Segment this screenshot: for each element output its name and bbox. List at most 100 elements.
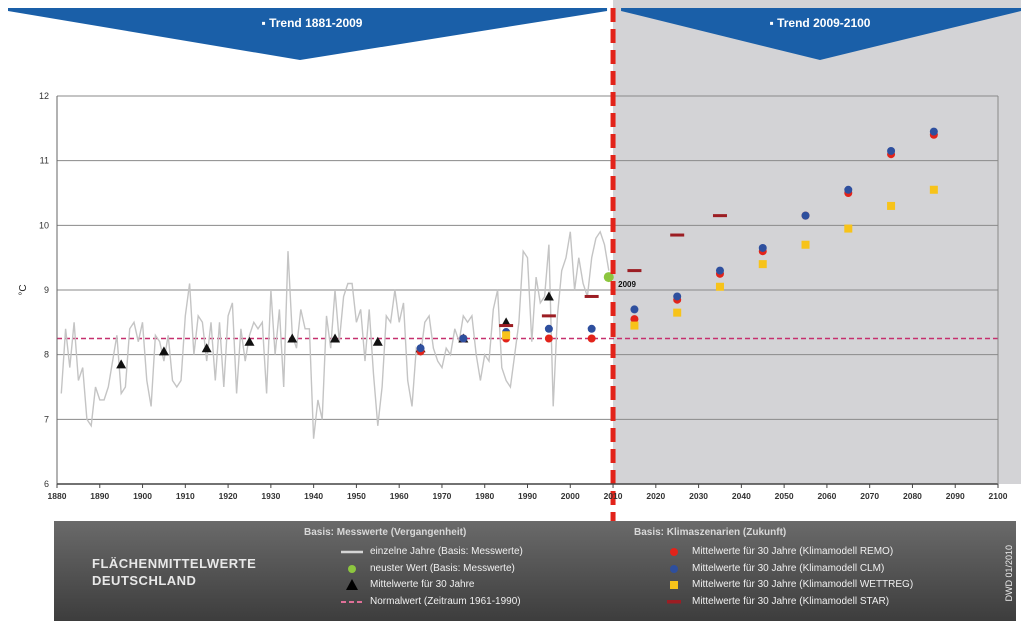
x-tick-label: 2070: [860, 491, 879, 501]
model-point: [544, 324, 553, 333]
model-point: [929, 185, 938, 194]
divider-label: 2009: [618, 280, 636, 289]
x-tick-label: 2050: [775, 491, 794, 501]
y-tick-label: 9: [44, 285, 49, 295]
x-tick-label: 2040: [732, 491, 751, 501]
model-point: [887, 146, 896, 155]
legend-title-line2: DEUTSCHLAND: [92, 573, 197, 588]
model-point: [502, 331, 511, 340]
mean30-triangle: [330, 333, 341, 343]
dark-red-dash-icon: [660, 599, 688, 604]
x-tick-label: 2090: [946, 491, 965, 501]
model-point: [587, 334, 596, 343]
banner-left: [8, 8, 608, 60]
legend-label: Mittelwerte für 30 Jahre: [370, 579, 475, 590]
y-tick-label: 10: [39, 220, 49, 230]
model-point: [801, 240, 810, 249]
x-tick-label: 1890: [90, 491, 109, 501]
model-point: [416, 344, 425, 353]
model-point: [715, 266, 724, 275]
legend-left-header: Basis: Messwerte (Vergangenheit): [304, 527, 467, 538]
y-tick-label: 6: [44, 479, 49, 489]
model-point: [673, 292, 682, 301]
mean30-triangle: [287, 333, 298, 343]
future-area: [613, 0, 1021, 484]
model-point: [887, 201, 896, 210]
y-tick-label: 11: [40, 156, 49, 166]
model-point: [544, 334, 553, 343]
x-tick-label: 2000: [561, 491, 580, 501]
mean30-triangle: [116, 359, 127, 369]
model-point: [541, 314, 556, 318]
green-dot-icon: [338, 564, 366, 574]
model-point: [630, 321, 639, 330]
model-point: [673, 308, 682, 317]
model-point: [801, 211, 810, 220]
banner-right: [621, 8, 1021, 60]
mean30-triangle: [244, 336, 255, 346]
latest-value-point: [603, 272, 614, 283]
y-axis-label: °C: [18, 284, 29, 295]
mean30-triangle: [543, 291, 554, 301]
dashed-line-icon: [338, 600, 366, 604]
banner-right-label: ▪ Trend 2009-2100: [770, 16, 871, 30]
model-point: [715, 282, 724, 291]
x-tick-label: 1970: [432, 491, 451, 501]
legend-label: Mittelwerte für 30 Jahre (Klimamodell ST…: [692, 596, 890, 607]
legend-label: Mittelwerte für 30 Jahre (Klimamodell WE…: [692, 579, 914, 590]
x-tick-label: 1980: [475, 491, 494, 501]
model-point: [670, 233, 685, 237]
x-tick-label: 1950: [347, 491, 366, 501]
mean30-triangle: [372, 336, 383, 346]
model-point: [758, 260, 767, 269]
model-point: [630, 315, 639, 324]
model-point: [499, 324, 514, 328]
model-point: [712, 214, 727, 218]
y-tick-label: 8: [44, 350, 49, 360]
x-tick-label: 2010: [604, 491, 623, 501]
x-tick-label: 1960: [390, 491, 409, 501]
legend-label: neuster Wert (Basis: Messwerte): [370, 563, 515, 574]
model-point: [627, 269, 642, 273]
annual-series-line: [60, 230, 610, 439]
legend-item-mean30: Mittelwerte für 30 Jahre: [338, 577, 475, 592]
x-tick-label: 1930: [261, 491, 280, 501]
legend-label: Mittelwerte für 30 Jahre (Klimamodell CL…: [692, 563, 885, 574]
x-tick-label: 1940: [304, 491, 323, 501]
triangle-icon: [338, 579, 366, 590]
x-tick-label: 1900: [133, 491, 152, 501]
x-tick-label: 2080: [903, 491, 922, 501]
mean30-triangle: [158, 346, 169, 356]
x-tick-label: 2030: [689, 491, 708, 501]
legend-title: FLÄCHENMITTELWERTE DEUTSCHLAND: [92, 555, 256, 589]
model-point: [459, 334, 468, 343]
legend-item-wettreg: Mittelwerte für 30 Jahre (Klimamodell WE…: [660, 577, 913, 592]
banner-left-label: ▪ Trend 1881-2009: [262, 16, 363, 30]
legend-label: einzelne Jahre (Basis: Messwerte): [370, 546, 523, 557]
model-point: [844, 224, 853, 233]
legend-item-clm: Mittelwerte für 30 Jahre (Klimamodell CL…: [660, 561, 884, 576]
legend-label: Mittelwerte für 30 Jahre (Klimamodell RE…: [692, 546, 894, 557]
model-point: [929, 127, 938, 136]
model-point: [630, 305, 639, 314]
x-tick-label: 2060: [817, 491, 836, 501]
legend-item-star: Mittelwerte für 30 Jahre (Klimamodell ST…: [660, 594, 889, 609]
legend-label: Normalwert (Zeitraum 1961-1990): [370, 596, 521, 607]
model-point: [844, 185, 853, 194]
mean30-triangle: [201, 343, 212, 353]
legend-item-remo: Mittelwerte für 30 Jahre (Klimamodell RE…: [660, 544, 893, 559]
red-dot-icon: [660, 547, 688, 557]
legend-panel: FLÄCHENMITTELWERTE DEUTSCHLAND Basis: Me…: [54, 521, 1016, 621]
legend-item-latest: neuster Wert (Basis: Messwerte): [338, 561, 515, 576]
y-tick-label: 7: [44, 414, 49, 424]
x-tick-label: 1920: [219, 491, 238, 501]
legend-item-normal: Normalwert (Zeitraum 1961-1990): [338, 594, 521, 609]
line-swatch-icon: [338, 550, 366, 554]
legend-item-annual: einzelne Jahre (Basis: Messwerte): [338, 544, 523, 559]
x-tick-label: 1880: [48, 491, 67, 501]
x-tick-label: 2100: [989, 491, 1008, 501]
legend-title-line1: FLÄCHENMITTELWERTE: [92, 556, 257, 571]
credit-label: DWD 01/2010: [1004, 545, 1014, 602]
model-point: [758, 243, 767, 252]
